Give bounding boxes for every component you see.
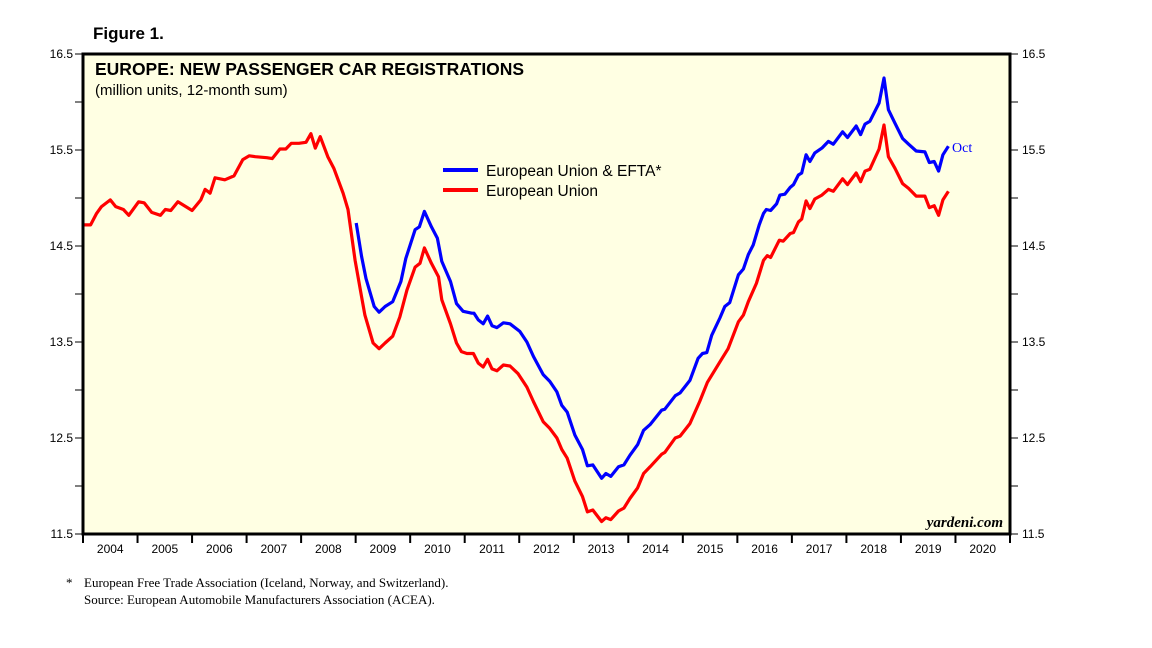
- x-tick-label: 2009: [370, 542, 397, 556]
- x-tick-label: 2006: [206, 542, 233, 556]
- plot-background: [83, 54, 1010, 534]
- x-tick-label: 2011: [479, 542, 505, 556]
- x-tick-label: 2005: [151, 542, 178, 556]
- series-line-eu: [83, 123, 950, 524]
- x-tick-label: 2007: [261, 542, 288, 556]
- y-tick-label-right: 12.5: [1022, 431, 1046, 445]
- footnote-efta: European Free Trade Association (Iceland…: [84, 575, 449, 590]
- y-tick-label-right: 13.5: [1022, 335, 1046, 349]
- y-tick-label-left: 15.5: [50, 143, 74, 157]
- x-tick-label: 2016: [751, 542, 778, 556]
- x-tick-label: 2020: [969, 542, 996, 556]
- y-tick-label-left: 12.5: [50, 431, 74, 445]
- y-tick-label-left: 13.5: [50, 335, 74, 349]
- chart-subtitle: (million units, 12-month sum): [95, 82, 288, 99]
- x-tick-label: 2018: [860, 542, 887, 556]
- axes-layer: 16.5 16.5 15.5 15.5 14.5 14.5 13.5 13.5 12.5 12.5…: [50, 47, 1046, 556]
- y-tick-label-right: 14.5: [1022, 239, 1046, 253]
- x-tick-label: 2008: [315, 542, 342, 556]
- legend: European Union & EFTA* European Union: [443, 163, 661, 200]
- x-tick-label: 2014: [642, 542, 669, 556]
- x-tick-label: 2017: [806, 542, 833, 556]
- x-tick-label: 2010: [424, 542, 451, 556]
- y-tick-label-right: 16.5: [1022, 47, 1046, 61]
- end-label-oct: Oct: [952, 141, 972, 156]
- legend-label-eu: European Union: [486, 183, 598, 200]
- watermark-yardeni: yardeni.com: [925, 515, 1003, 531]
- legend-label-eu-efta: European Union & EFTA*: [486, 163, 661, 180]
- figure-label: Figure 1.: [93, 24, 164, 43]
- x-tick-label: 2012: [533, 542, 560, 556]
- y-tick-label-left: 14.5: [50, 239, 74, 253]
- y-tick-label-right: 11.5: [1022, 527, 1045, 541]
- y-tick-label-left: 11.5: [51, 527, 74, 541]
- y-tick-label-left: 16.5: [50, 47, 74, 61]
- footnote-source: Source: European Automobile Manufacturer…: [84, 592, 435, 607]
- y-tick-label-right: 15.5: [1022, 143, 1046, 157]
- series-line-eu-efta: [354, 76, 950, 480]
- x-tick-label: 2013: [588, 542, 615, 556]
- chart-title: EUROPE: NEW PASSENGER CAR REGISTRATIONS: [95, 59, 524, 79]
- x-tick-label: 2015: [697, 542, 724, 556]
- x-tick-label: 2004: [97, 542, 124, 556]
- x-tick-label: 2019: [915, 542, 942, 556]
- series-layer: [83, 76, 950, 524]
- footnote-marker: *: [66, 575, 73, 590]
